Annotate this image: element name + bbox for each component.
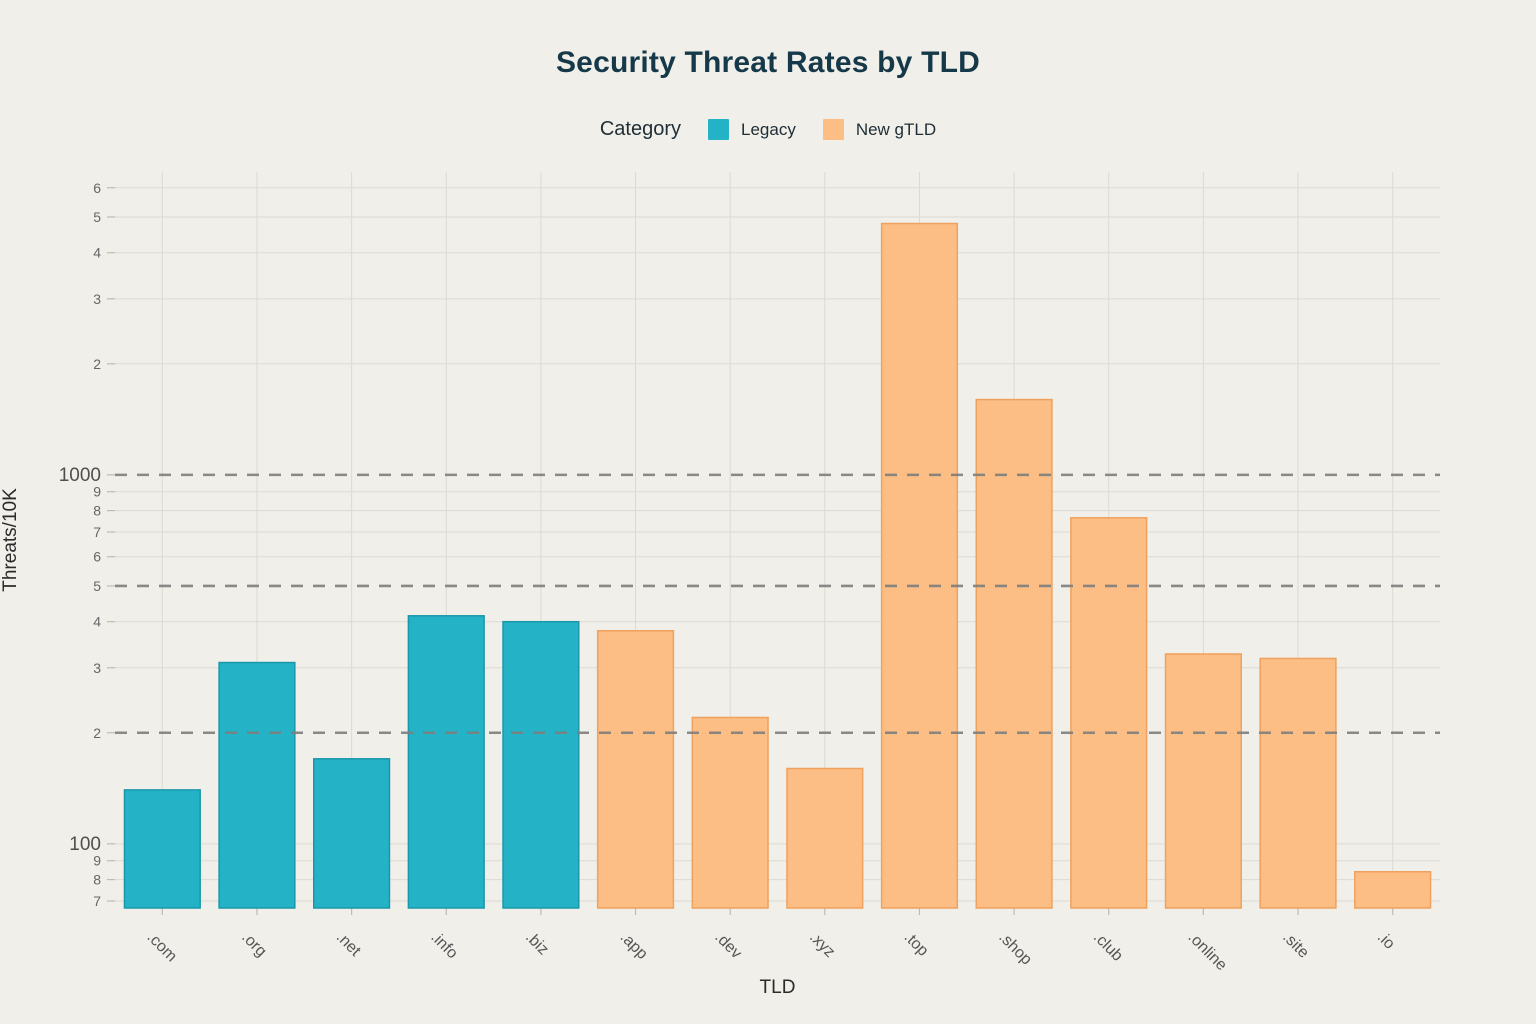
y-tick-label: 8 xyxy=(93,872,101,888)
y-tick-label: 4 xyxy=(93,245,101,261)
bar-com xyxy=(123,789,201,909)
legend: Category Legacy New gTLD xyxy=(0,118,1536,141)
y-axis-title: Threats/10K xyxy=(0,488,21,592)
chart-title: Security Threat Rates by TLD xyxy=(555,46,981,79)
bar-top xyxy=(880,222,959,909)
x-tick-label: .net xyxy=(333,929,364,960)
bar-app xyxy=(596,630,675,909)
y-tick-label: 8 xyxy=(93,503,101,519)
y-tick-label: 3 xyxy=(93,291,101,307)
legend-item-legacy: Legacy xyxy=(708,119,796,140)
bar-xyz xyxy=(786,767,864,909)
legend-item-new-gtld: New gTLD xyxy=(822,119,937,140)
x-tick-label: .top xyxy=(901,929,932,960)
y-tick-label: 2 xyxy=(93,356,101,372)
bar-net xyxy=(313,758,391,909)
x-tick-label: .org xyxy=(238,929,270,961)
y-tick-label: 9 xyxy=(93,484,101,500)
legend-swatch-new-gtld-icon xyxy=(822,119,844,140)
bar-org xyxy=(218,661,296,909)
x-tick-label: .site xyxy=(1279,929,1312,962)
y-tick-label: 7 xyxy=(93,893,101,909)
y-tick-label: 100 xyxy=(69,834,101,855)
bar-info xyxy=(407,615,485,909)
bar-io xyxy=(1354,871,1432,909)
y-tick-label: 6 xyxy=(93,549,101,565)
x-tick-label: .xyz xyxy=(806,929,838,961)
y-tick-label: 3 xyxy=(93,660,101,676)
bar-club xyxy=(1070,517,1148,909)
legend-label-new-gtld: New gTLD xyxy=(855,119,937,139)
x-tick-label: .io xyxy=(1374,929,1398,953)
bar-online xyxy=(1164,653,1243,909)
y-tick-label: 6 xyxy=(93,180,101,196)
legend-label-legacy: Legacy xyxy=(741,119,796,139)
bar-biz xyxy=(502,620,580,909)
x-tick-label: .com xyxy=(143,929,180,966)
x-tick-label: .club xyxy=(1090,929,1126,965)
x-tick-label: .shop xyxy=(995,929,1035,969)
y-tick-label: 1000 xyxy=(59,465,101,486)
y-tick-label: 2 xyxy=(93,725,101,741)
y-tick-label: 7 xyxy=(93,524,101,540)
bar-shop xyxy=(975,398,1053,909)
y-tick-label: 5 xyxy=(93,578,101,594)
bar-dev xyxy=(691,716,769,909)
legend-title: Category xyxy=(599,118,681,140)
x-tick-label: .biz xyxy=(522,929,552,959)
bar-site xyxy=(1259,657,1337,909)
y-tick-label: 5 xyxy=(93,209,101,225)
x-tick-label: .dev xyxy=(711,929,744,962)
x-tick-label: .info xyxy=(427,929,460,962)
y-tick-label: 4 xyxy=(93,614,101,630)
x-axis-title: TLD xyxy=(760,977,796,998)
y-tick-label: 9 xyxy=(93,853,101,869)
x-tick-label: .online xyxy=(1185,929,1230,974)
legend-swatch-legacy-icon xyxy=(708,119,729,140)
x-tick-label: .app xyxy=(617,929,651,963)
